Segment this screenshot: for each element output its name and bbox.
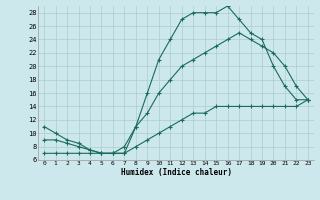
X-axis label: Humidex (Indice chaleur): Humidex (Indice chaleur) <box>121 168 231 177</box>
